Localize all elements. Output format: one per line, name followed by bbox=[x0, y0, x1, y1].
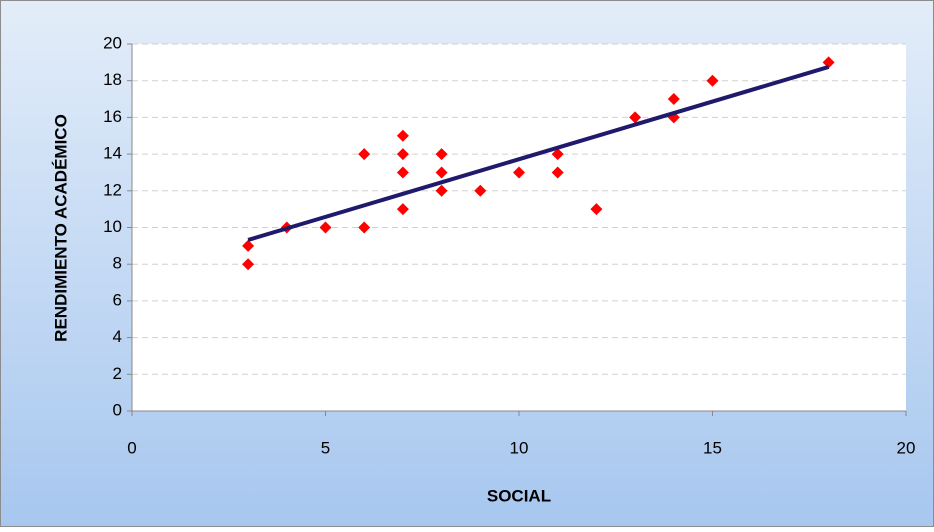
scatter-point bbox=[319, 221, 332, 234]
x-tick-label: 20 bbox=[897, 438, 916, 457]
scatter-point bbox=[706, 74, 719, 87]
y-tick-label: 4 bbox=[113, 327, 122, 346]
scatter-point bbox=[513, 166, 525, 179]
scatter-point bbox=[396, 148, 409, 161]
trend-line bbox=[247, 65, 830, 242]
y-tick-label: 6 bbox=[113, 290, 122, 309]
y-tick-label: 10 bbox=[103, 217, 122, 236]
y-tick-label: 14 bbox=[103, 144, 122, 163]
y-tick-label: 2 bbox=[113, 364, 122, 383]
y-tick-label: 20 bbox=[103, 33, 122, 52]
scatter-point bbox=[242, 258, 255, 271]
y-tick-label: 18 bbox=[103, 70, 122, 89]
x-tick-label: 15 bbox=[703, 438, 722, 457]
scatter-point bbox=[396, 166, 409, 179]
y-tick-label: 16 bbox=[103, 107, 122, 126]
x-tick-label: 5 bbox=[321, 438, 330, 457]
scatter-point bbox=[822, 56, 835, 69]
scatter-point bbox=[358, 148, 371, 161]
scatter-point bbox=[396, 203, 409, 216]
scatter-point bbox=[358, 221, 371, 234]
scatter-point bbox=[435, 184, 448, 197]
scatter-point bbox=[435, 148, 448, 161]
scatter-point bbox=[396, 129, 409, 142]
plot-area bbox=[132, 44, 906, 411]
scatter-point bbox=[629, 111, 642, 124]
x-tick-label: 0 bbox=[127, 438, 136, 457]
x-tick-label: 10 bbox=[510, 438, 529, 457]
y-tick-label: 0 bbox=[113, 400, 122, 419]
x-axis-title: SOCIAL bbox=[487, 486, 551, 505]
y-axis-title: RENDIMIENTO ACADÉMICO bbox=[51, 114, 70, 342]
scatter-point bbox=[667, 93, 680, 106]
scatter-point bbox=[590, 203, 603, 216]
scatter-point bbox=[474, 184, 487, 197]
y-tick-label: 12 bbox=[103, 180, 122, 199]
scatter-point bbox=[551, 148, 564, 161]
scatter-point bbox=[551, 166, 564, 179]
scatter-point bbox=[242, 239, 255, 252]
scatter-point bbox=[435, 166, 448, 179]
y-tick-label: 8 bbox=[113, 254, 122, 273]
